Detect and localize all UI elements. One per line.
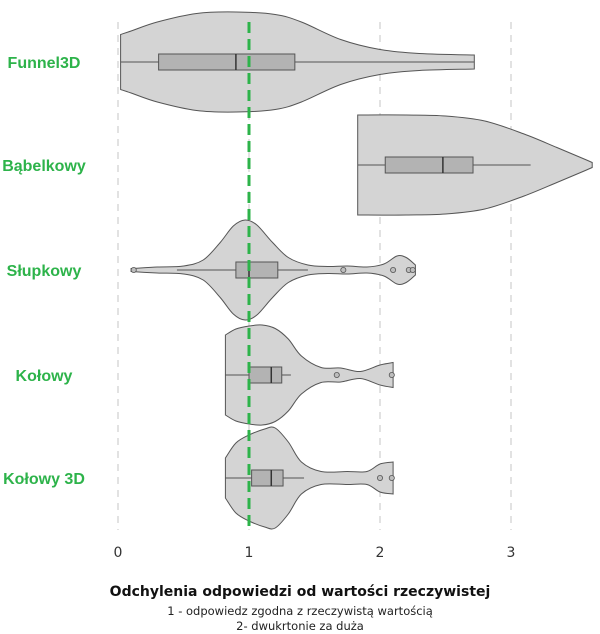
outlier-2-2: [390, 266, 397, 273]
caption-line-1: 1 - odpowiedz zgodna z rzeczywistą warto…: [167, 604, 433, 618]
box-3: [248, 366, 283, 384]
category-label-2: Słupkowy: [7, 263, 82, 280]
category-labels: Funnel3D Bąbelkowy Słupkowy Kołowy Kołowy 3D: [2, 55, 86, 488]
violin-group-2: [130, 219, 416, 321]
x-axis-label: Odchylenia odpowiedzi od wartości rzeczy…: [110, 584, 491, 600]
outlier-4-1: [388, 474, 395, 481]
outlier-3-1: [388, 371, 395, 378]
violins: [120, 11, 593, 530]
outlier-2-0: [130, 266, 137, 273]
box-1: [384, 156, 474, 174]
category-label-0: Funnel3D: [8, 55, 81, 72]
violin-shape-3: [224, 324, 394, 426]
box-0: [158, 53, 296, 71]
outlier-3-0: [333, 371, 340, 378]
box-2: [235, 261, 279, 279]
violin-group-1: [357, 114, 593, 216]
x-tick-label-3: 3: [507, 545, 516, 561]
violin-shape-4: [224, 426, 394, 530]
violin-group-0: [120, 11, 475, 113]
violin-group-3: [224, 324, 395, 426]
outlier-2-1: [340, 266, 347, 273]
x-tick-label-0: 0: [114, 545, 123, 561]
category-label-4: Kołowy 3D: [3, 471, 85, 488]
x-tick-label-1: 1: [245, 545, 254, 561]
box-4: [251, 469, 284, 487]
outlier-4-0: [376, 474, 383, 481]
category-label-1: Bąbelkowy: [2, 158, 86, 175]
violin-group-4: [224, 426, 395, 530]
caption-line-2: 2- dwukrtonie za duża: [236, 619, 364, 633]
outlier-2-4: [409, 266, 416, 273]
x-tick-labels: 0 1 2 3: [114, 545, 516, 561]
category-label-3: Kołowy: [16, 368, 73, 385]
x-tick-label-2: 2: [376, 545, 385, 561]
